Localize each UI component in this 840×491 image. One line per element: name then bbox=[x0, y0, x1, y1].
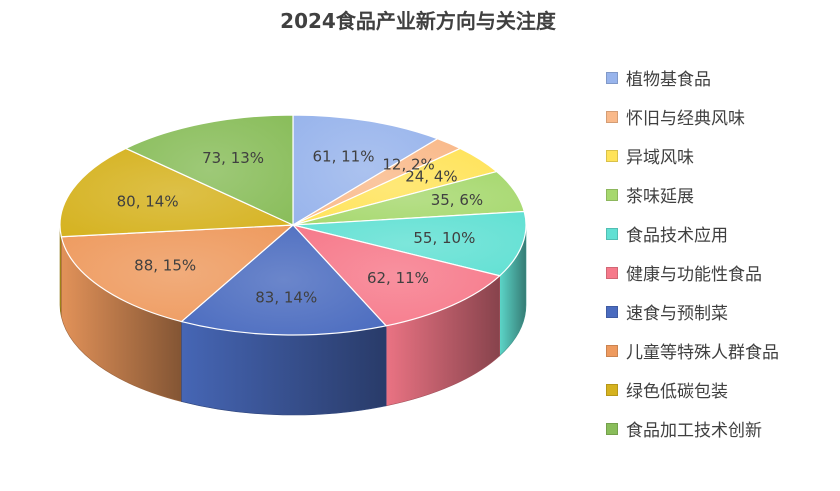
pie-tops bbox=[59, 114, 527, 336]
legend-label: 植物基食品 bbox=[626, 70, 711, 90]
legend-item: 食品加工技术创新 bbox=[606, 409, 779, 448]
legend-swatch bbox=[606, 344, 618, 357]
data-label-3: 35, 6% bbox=[431, 191, 483, 209]
legend-swatch bbox=[606, 149, 618, 162]
legend-label: 绿色低碳包装 bbox=[626, 382, 728, 402]
pie-slice-7 bbox=[60, 224, 294, 323]
pie-slice-9 bbox=[125, 114, 294, 226]
legend-swatch bbox=[606, 188, 618, 201]
pie-slice-0 bbox=[292, 114, 439, 226]
legend-swatch bbox=[606, 71, 618, 84]
pie-slice-4 bbox=[292, 210, 527, 277]
legend-item: 茶味延展 bbox=[606, 175, 779, 214]
legend-label: 食品加工技术创新 bbox=[626, 421, 762, 441]
data-label-1: 12, 2% bbox=[382, 156, 434, 174]
legend-label: 怀旧与经典风味 bbox=[626, 109, 745, 129]
legend-item: 食品技术应用 bbox=[606, 214, 779, 253]
pie-slice-6 bbox=[180, 224, 387, 336]
data-label-6: 83, 14% bbox=[255, 289, 317, 307]
legend-label: 儿童等特殊人群食品 bbox=[626, 343, 779, 363]
legend-swatch bbox=[606, 383, 618, 396]
legend-swatch bbox=[606, 227, 618, 240]
data-label-8: 80, 14% bbox=[117, 192, 179, 210]
legend-swatch bbox=[606, 266, 618, 279]
legend-label: 健康与功能性食品 bbox=[626, 265, 762, 285]
legend-label: 速食与预制菜 bbox=[626, 304, 728, 324]
legend-label: 异域风味 bbox=[626, 148, 694, 168]
legend-item: 健康与功能性食品 bbox=[606, 253, 779, 292]
legend-swatch bbox=[606, 305, 618, 318]
pie-slice-8 bbox=[59, 147, 294, 238]
pie-slice-5 bbox=[292, 224, 501, 327]
legend-item: 儿童等特殊人群食品 bbox=[606, 331, 779, 370]
data-label-5: 62, 11% bbox=[367, 269, 429, 287]
data-label-4: 55, 10% bbox=[413, 229, 475, 247]
data-label-9: 73, 13% bbox=[202, 149, 264, 167]
legend-item: 速食与预制菜 bbox=[606, 292, 779, 331]
legend-item: 绿色低碳包装 bbox=[606, 370, 779, 409]
data-label-0: 61, 11% bbox=[312, 147, 374, 165]
data-labels: 61, 11% 12, 2%24, 4% 35, 6% 55, 10% 62, 11% 8… bbox=[117, 147, 484, 306]
legend-swatch bbox=[606, 110, 618, 123]
legend-item: 植物基食品 bbox=[606, 58, 779, 97]
legend: 植物基食品怀旧与经典风味 异域风味茶味延展食品技术应用健康与功能性食品 速食与预制菜… bbox=[606, 58, 779, 448]
legend-label: 茶味延展 bbox=[626, 187, 694, 207]
chart-title: 2024食品产业新方向与关注度 bbox=[280, 9, 557, 33]
legend-item: 异域风味 bbox=[606, 136, 779, 175]
legend-swatch bbox=[606, 422, 618, 435]
data-label-2: 24, 4% bbox=[405, 167, 457, 185]
legend-label: 食品技术应用 bbox=[626, 226, 728, 246]
legend-item: 怀旧与经典风味 bbox=[606, 97, 779, 136]
data-label-7: 88, 15% bbox=[134, 256, 196, 274]
pie-side-6 bbox=[181, 321, 387, 416]
